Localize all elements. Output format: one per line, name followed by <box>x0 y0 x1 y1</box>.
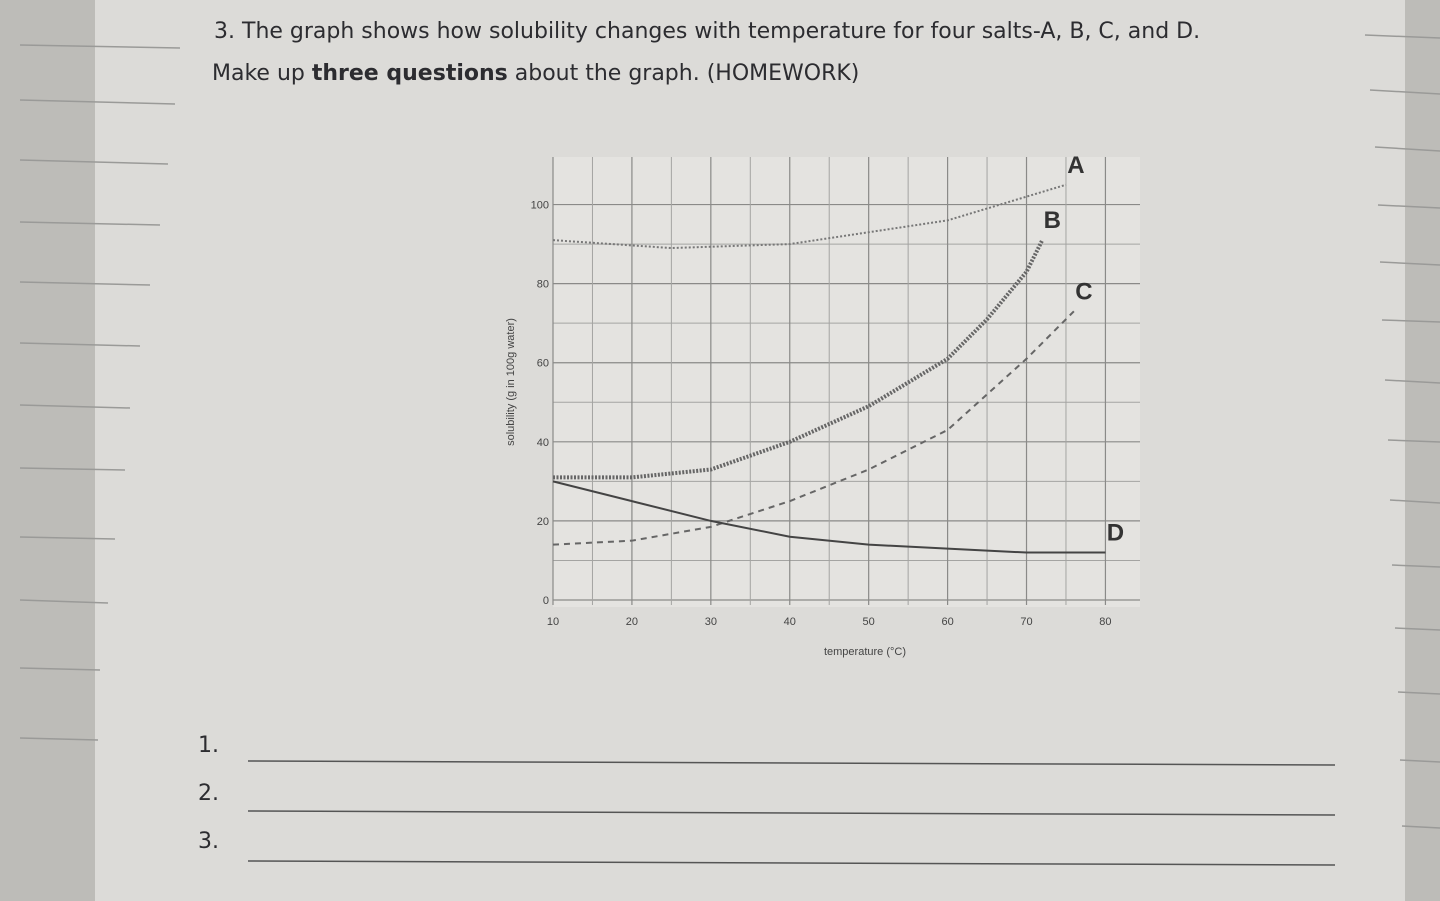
x-tick-label: 10 <box>547 616 559 628</box>
question-text: about the graph. (HOMEWORK) <box>515 61 860 86</box>
x-tick-label: 20 <box>626 616 638 628</box>
answer-line <box>247 760 1336 766</box>
y-tick-label: 0 <box>543 595 549 607</box>
x-axis-label: temperature (°C) <box>824 646 906 658</box>
y-tick-label: 60 <box>537 358 549 370</box>
question-line: 3. The graph shows how solubility change… <box>214 19 1200 44</box>
answer-number: 1. <box>198 733 219 758</box>
x-tick-label: 70 <box>1020 616 1032 628</box>
y-tick-label: 20 <box>537 516 549 528</box>
x-tick-label: 40 <box>784 616 796 628</box>
question-text: Make up <box>212 61 305 86</box>
series-label: D <box>1107 520 1124 547</box>
question-line: Make up three questions about the graph.… <box>212 61 859 86</box>
answer-number: 2. <box>198 781 219 806</box>
series-line <box>552 480 1106 554</box>
answer-lines: 1. 2. 3. <box>198 733 1336 866</box>
x-tick-label: 30 <box>705 616 717 628</box>
series-label: B <box>1044 207 1061 234</box>
question-text: The graph shows how solubility changes w… <box>241 19 1200 44</box>
chart: 0 20 40 60 80 100 10 20 30 40 50 60 70 80 temperature … <box>505 152 1140 658</box>
y-axis-label: solubility (g in 100g water) <box>505 318 517 446</box>
series-line <box>553 239 1045 480</box>
y-tick-label: 40 <box>537 437 549 449</box>
x-tick-label: 80 <box>1099 616 1111 628</box>
x-tick-label: 60 <box>941 616 953 628</box>
series-line <box>552 183 1067 250</box>
question-number: 3. <box>214 19 235 44</box>
plot-area <box>553 157 1140 607</box>
y-tick-label: 100 <box>531 200 549 212</box>
question-emphasis: three questions <box>312 61 508 86</box>
notebook-lines <box>19 34 1440 829</box>
answer-line <box>247 860 1336 866</box>
series-line <box>552 310 1075 546</box>
series-label: C <box>1075 278 1092 305</box>
series-label: A <box>1067 152 1084 179</box>
x-tick-label: 50 <box>863 616 875 628</box>
answer-line <box>247 810 1336 816</box>
answer-number: 3. <box>198 829 219 854</box>
y-tick-label: 80 <box>537 279 549 291</box>
